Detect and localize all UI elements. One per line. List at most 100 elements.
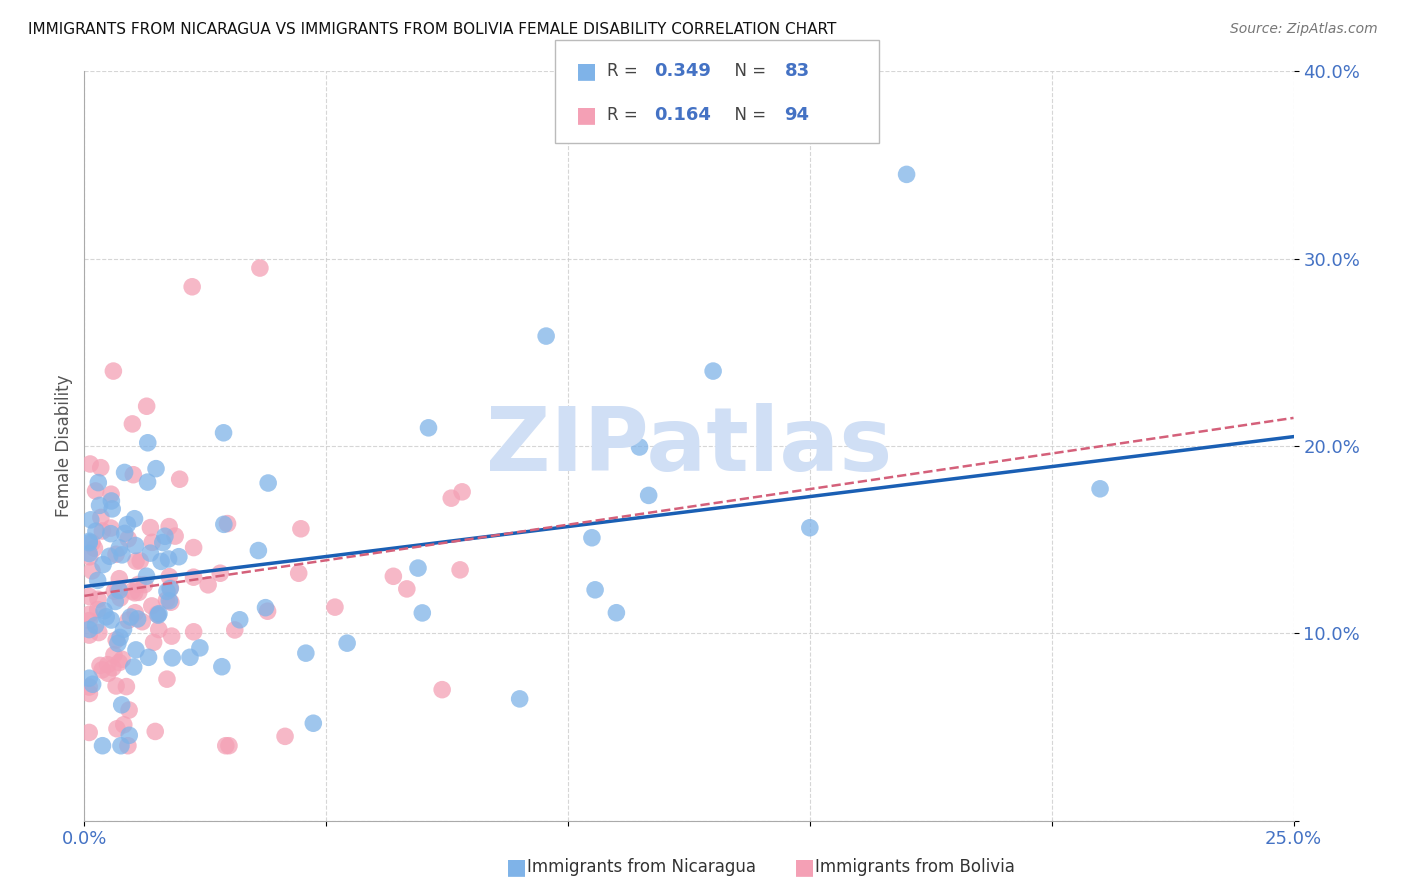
Point <box>96 610 118 624</box>
Point <box>105 632 128 647</box>
Point <box>77 671 100 685</box>
Point <box>107 636 129 650</box>
Point <box>77 547 100 561</box>
Point <box>395 582 418 596</box>
Point <box>111 652 134 666</box>
Point <box>411 606 433 620</box>
Point <box>141 599 163 613</box>
Point <box>217 516 239 531</box>
Point <box>295 646 318 660</box>
Point <box>112 718 135 732</box>
Point <box>84 524 107 539</box>
Point <box>534 329 557 343</box>
Point <box>197 578 219 592</box>
Point <box>143 724 166 739</box>
Point <box>104 594 127 608</box>
Point <box>82 677 104 691</box>
Point <box>183 570 205 584</box>
Point <box>156 672 179 686</box>
Text: Immigrants from Nicaragua: Immigrants from Nicaragua <box>527 858 756 876</box>
Point <box>124 586 146 600</box>
Point <box>89 658 111 673</box>
Point <box>100 487 122 501</box>
Point <box>159 582 181 596</box>
Point <box>211 659 233 673</box>
Point <box>112 623 135 637</box>
Point <box>228 613 250 627</box>
Point <box>89 499 111 513</box>
Text: 0.349: 0.349 <box>654 62 710 79</box>
Point <box>131 615 153 629</box>
Point <box>103 584 125 599</box>
Point <box>87 602 110 616</box>
Point <box>257 475 280 490</box>
Point <box>77 534 100 549</box>
Point <box>100 613 122 627</box>
Point <box>124 512 146 526</box>
Point <box>122 660 145 674</box>
Text: ■: ■ <box>506 857 527 877</box>
Point <box>160 629 183 643</box>
Point <box>105 679 128 693</box>
Point <box>111 548 134 562</box>
Point <box>249 261 271 276</box>
Point <box>702 364 724 378</box>
Point <box>509 692 531 706</box>
Text: N =: N = <box>724 62 772 79</box>
Point <box>142 635 165 649</box>
Point <box>224 623 246 637</box>
Point <box>90 460 112 475</box>
Point <box>77 614 100 628</box>
Point <box>117 613 139 627</box>
Text: ZIPatlas: ZIPatlas <box>486 402 891 490</box>
Point <box>254 600 277 615</box>
Point <box>110 591 132 605</box>
Text: IMMIGRANTS FROM NICARAGUA VS IMMIGRANTS FROM BOLIVIA FEMALE DISABILITY CORRELATI: IMMIGRANTS FROM NICARAGUA VS IMMIGRANTS … <box>28 22 837 37</box>
Point <box>79 607 101 622</box>
Point <box>118 703 141 717</box>
Point <box>103 648 125 662</box>
Text: ■: ■ <box>576 105 598 125</box>
Point <box>145 461 167 475</box>
Point <box>77 628 100 642</box>
Point <box>87 625 110 640</box>
Point <box>146 607 169 622</box>
Point <box>212 425 235 440</box>
Point <box>157 594 180 608</box>
Text: R =: R = <box>607 62 644 79</box>
Point <box>84 618 107 632</box>
Text: Immigrants from Bolivia: Immigrants from Bolivia <box>815 858 1015 876</box>
Point <box>136 435 159 450</box>
Point <box>124 606 146 620</box>
Point <box>157 519 180 533</box>
Point <box>152 535 174 549</box>
Point <box>799 521 821 535</box>
Point <box>108 572 131 586</box>
Point <box>91 663 114 677</box>
Point <box>77 680 100 694</box>
Point <box>117 517 139 532</box>
Point <box>110 739 132 753</box>
Point <box>101 661 124 675</box>
Point <box>86 574 108 588</box>
Point <box>100 526 122 541</box>
Point <box>127 612 149 626</box>
Point <box>605 606 627 620</box>
Point <box>160 595 183 609</box>
Point <box>287 566 309 581</box>
Point <box>91 558 114 572</box>
Point <box>1088 482 1111 496</box>
Point <box>93 604 115 618</box>
Text: N =: N = <box>724 106 772 124</box>
Point <box>107 582 129 596</box>
Point <box>155 593 177 607</box>
Point <box>274 730 297 744</box>
Point <box>79 549 101 564</box>
Point <box>581 531 603 545</box>
Point <box>84 483 107 498</box>
Point <box>77 535 100 549</box>
Point <box>167 549 190 564</box>
Point <box>247 543 270 558</box>
Point <box>91 524 114 538</box>
Point <box>83 541 105 556</box>
